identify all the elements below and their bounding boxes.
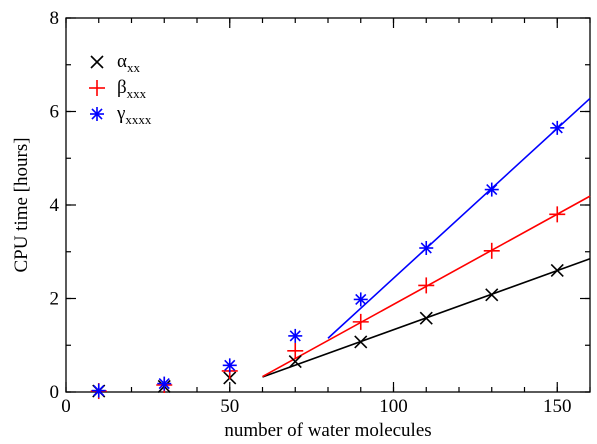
legend-label-1: βxxx bbox=[117, 77, 147, 101]
x-tick-label: 100 bbox=[379, 396, 408, 417]
y-tick-label: 6 bbox=[50, 102, 60, 123]
y-tick-label: 4 bbox=[50, 195, 60, 216]
data-point-1 bbox=[287, 342, 304, 359]
data-markers bbox=[90, 120, 566, 400]
data-point-1 bbox=[483, 242, 500, 259]
plot-frame bbox=[65, 17, 591, 393]
x-tick-label: 0 bbox=[61, 396, 71, 417]
y-tick-label: 0 bbox=[50, 382, 60, 403]
legend-label-2: γxxxx bbox=[116, 103, 152, 127]
legend-marker-0 bbox=[90, 55, 104, 69]
data-point-2 bbox=[419, 241, 434, 256]
y-tick-label: 2 bbox=[50, 289, 60, 310]
data-point-2-stroke bbox=[289, 330, 301, 342]
data-point-0 bbox=[288, 355, 302, 369]
data-point-2 bbox=[222, 358, 237, 373]
data-point-2 bbox=[550, 120, 565, 135]
legend-label-0: αxx bbox=[117, 51, 140, 75]
data-point-0-stroke bbox=[419, 311, 433, 325]
data-point-2-stroke bbox=[420, 242, 432, 254]
data-point-2-stroke bbox=[224, 359, 236, 371]
data-point-1 bbox=[549, 206, 566, 223]
axis-ticks: 0 50 100 150 0 2 4 6 8 bbox=[50, 8, 591, 417]
data-point-0 bbox=[354, 335, 368, 349]
data-point-2 bbox=[288, 328, 303, 343]
data-point-2-stroke bbox=[486, 183, 498, 196]
data-point-1 bbox=[352, 313, 369, 330]
data-point-0 bbox=[485, 288, 499, 302]
data-point-0-stroke bbox=[288, 355, 302, 369]
fit-line-2 bbox=[327, 97, 591, 339]
data-point-2-stroke bbox=[355, 293, 367, 306]
data-point-2 bbox=[91, 383, 106, 398]
data-point-2-stroke bbox=[93, 384, 105, 397]
data-point-2-stroke bbox=[158, 377, 170, 390]
legend-marker-0-stroke bbox=[90, 55, 104, 69]
y-tick-label: 8 bbox=[50, 8, 60, 29]
data-point-0-stroke bbox=[550, 263, 564, 278]
data-point-0 bbox=[419, 311, 433, 325]
data-point-0-stroke bbox=[485, 288, 499, 302]
y-axis-label: CPU time [hours] bbox=[11, 137, 32, 272]
x-tick-label: 50 bbox=[220, 396, 239, 417]
legend-marker-2 bbox=[90, 107, 104, 121]
data-point-1 bbox=[418, 277, 435, 294]
data-point-2 bbox=[157, 376, 172, 391]
data-point-0-stroke bbox=[354, 335, 368, 349]
x-axis-label: number of water molecules bbox=[224, 420, 431, 441]
fit-lines bbox=[262, 97, 591, 378]
legend-marker-1 bbox=[89, 80, 105, 96]
x-tick-label: 150 bbox=[543, 396, 572, 417]
data-point-2 bbox=[484, 182, 499, 197]
data-point-2-stroke bbox=[551, 122, 563, 134]
legend-marker-2-stroke bbox=[91, 108, 103, 120]
data-point-2 bbox=[353, 292, 368, 307]
data-point-0 bbox=[550, 263, 564, 278]
